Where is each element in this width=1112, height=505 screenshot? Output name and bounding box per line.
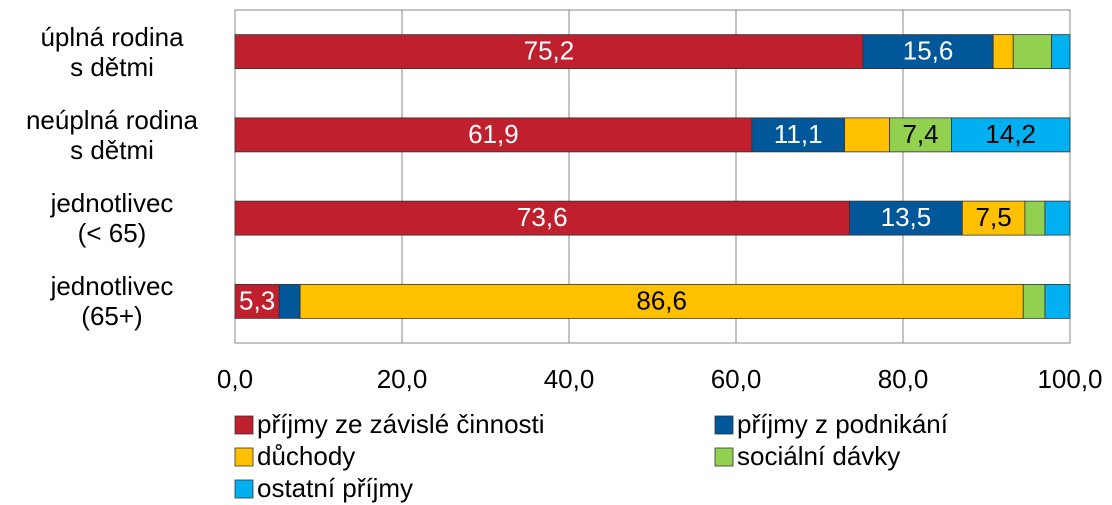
bar-segment [1051, 34, 1071, 70]
bar-segment [234, 283, 280, 319]
value-label: 7,5 [976, 202, 1012, 232]
x-tick-label: 80,0 [878, 364, 929, 394]
bar-segment [951, 117, 1071, 153]
bar-segment [234, 117, 753, 153]
y-tick-label: jednotlivec (< 65) [50, 188, 174, 249]
value-label: 14,2 [985, 119, 1036, 149]
bar-segment [961, 200, 1026, 236]
x-tick-label: 100,0 [1037, 364, 1102, 394]
bar-segment [862, 34, 994, 70]
x-tick-label: 60,0 [711, 364, 762, 394]
y-tick-label: neúplná rodina s dětmi [25, 104, 199, 165]
x-tick-label: 40,0 [544, 364, 595, 394]
bar-segment [992, 34, 1014, 70]
value-label: 15,6 [903, 36, 954, 66]
value-label: 86,6 [636, 285, 687, 315]
bar-segment [278, 283, 301, 319]
value-label: 7,4 [902, 119, 938, 149]
y-tick-label: úplná rodina s dětmi [40, 21, 184, 82]
bar-segment [1012, 34, 1053, 70]
bar-segment [751, 117, 845, 153]
bar-segment [889, 117, 952, 153]
x-tick-label: 20,0 [377, 364, 428, 394]
bar-segment [1024, 200, 1046, 236]
legend-label: příjmy ze závislé činnosti [257, 409, 545, 439]
legend-label: sociální dávky [737, 441, 900, 471]
plot-border [234, 9, 1071, 344]
legend-swatch [234, 447, 254, 467]
value-label: 75,2 [524, 36, 575, 66]
bar-segment [844, 117, 891, 153]
x-tick-label: 0,0 [217, 364, 253, 394]
legend-label: ostatní příjmy [257, 473, 413, 503]
y-tick-label: jednotlivec (65+) [50, 271, 174, 332]
bar-segment [1044, 200, 1071, 236]
legend-swatch [714, 415, 734, 435]
bar-segment [299, 283, 1024, 319]
value-label: 11,1 [774, 119, 823, 149]
value-label: 73,6 [517, 202, 568, 232]
legend-swatch [234, 479, 254, 499]
legend-label: příjmy z podnikání [737, 409, 949, 439]
value-label: 5,3 [239, 285, 275, 315]
legend-label: důchody [257, 441, 355, 471]
bar-segment [1022, 283, 1046, 319]
bar-segment [1044, 283, 1071, 319]
value-label: 13,5 [881, 202, 932, 232]
value-label: 61,9 [468, 119, 519, 149]
legend-swatch [234, 415, 254, 435]
legend-swatch [714, 447, 734, 467]
